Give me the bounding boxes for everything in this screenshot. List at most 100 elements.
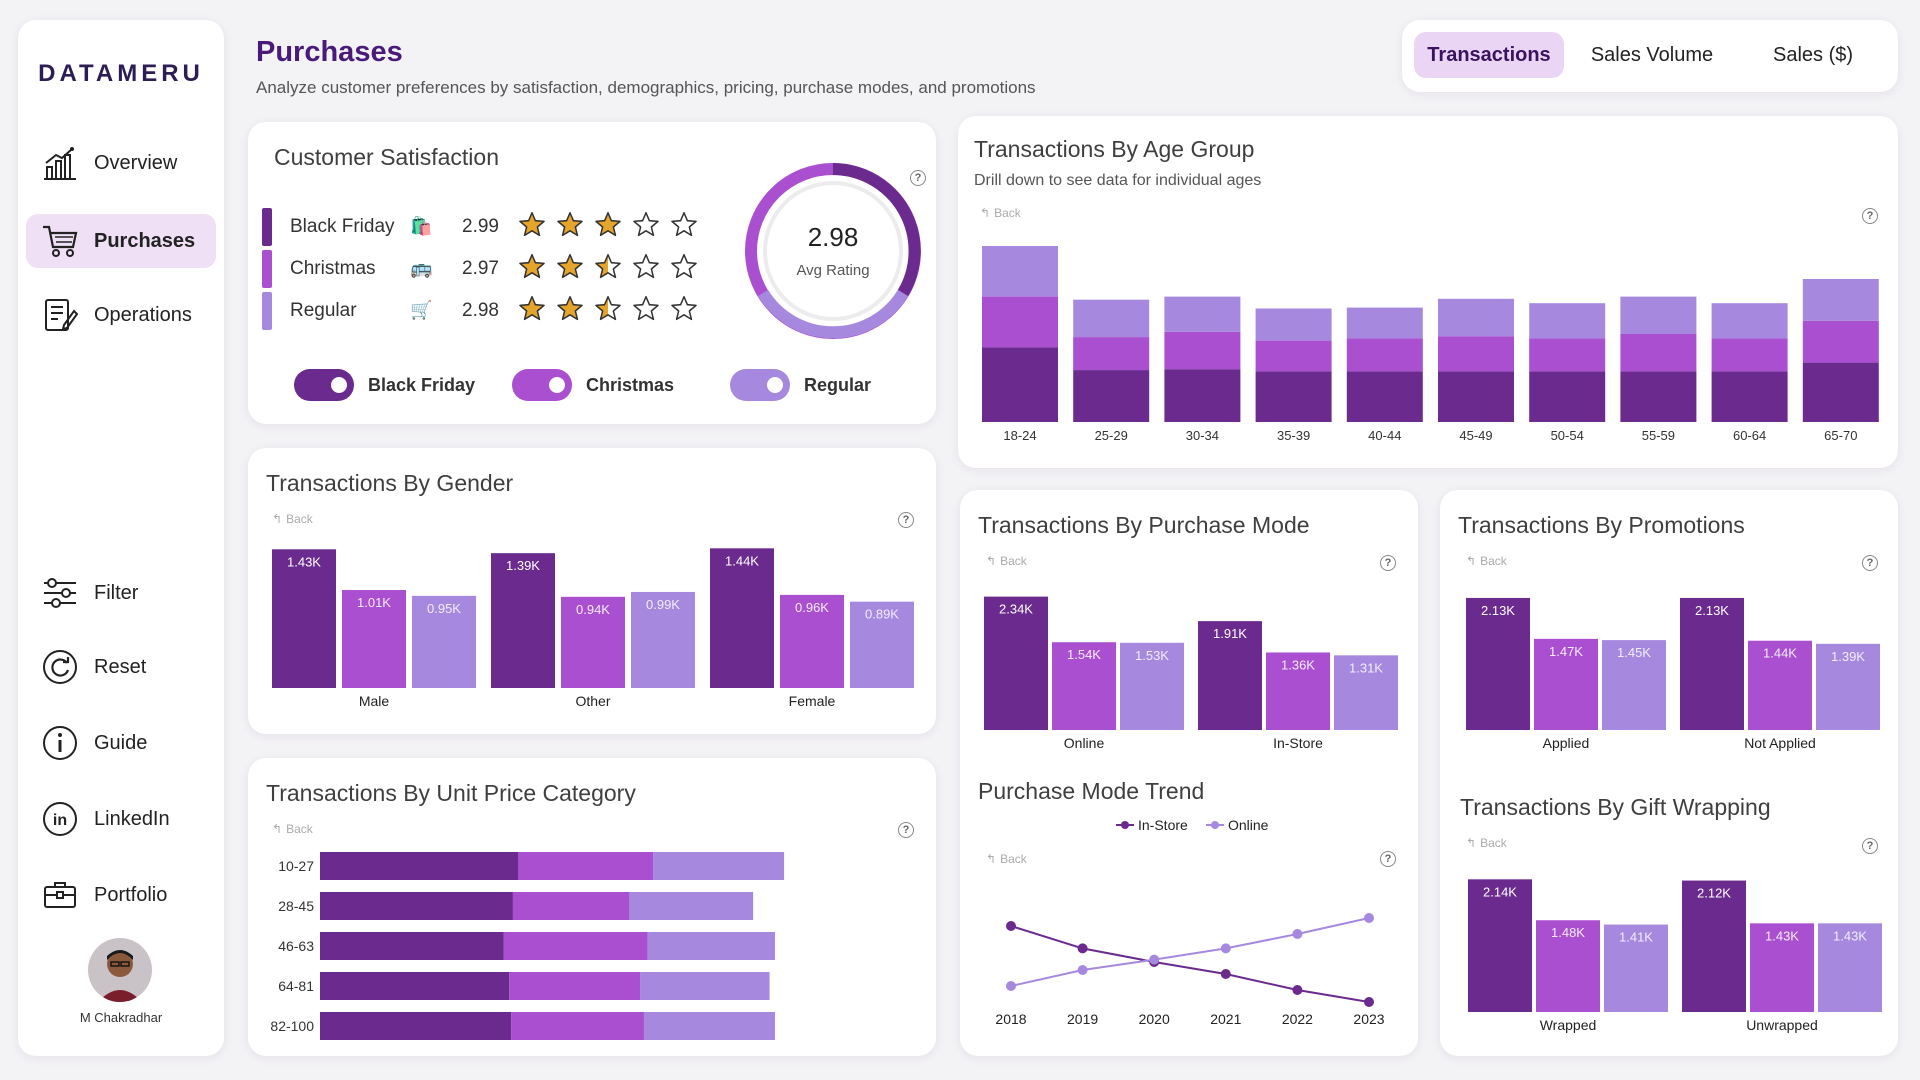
nav-operations-label: Operations — [94, 303, 192, 326]
price-bar-segment — [643, 1012, 775, 1040]
age-bar-segment — [1346, 307, 1423, 339]
promotions-chart: 2.13K 1.47K 1.45K Applied 2.13K 1.44K 1.39K Not… — [1466, 597, 1880, 751]
price-tick-label: 82-100 — [270, 1018, 314, 1034]
star-icon — [557, 295, 583, 321]
mode-data-label: 1.36K — [1281, 657, 1315, 672]
filter-sliders-icon — [38, 571, 82, 615]
age-bar-segment — [1073, 370, 1150, 422]
age-tick-label: 30-34 — [1186, 428, 1219, 443]
price-bar-segment — [509, 972, 641, 1000]
price-bar-segment — [512, 892, 630, 920]
promo-help-icon[interactable]: ? — [1862, 555, 1878, 571]
age-bar-segment — [1073, 299, 1150, 338]
nav-purchases-label: Purchases — [94, 229, 196, 252]
star-icon — [519, 253, 545, 279]
gender-bar — [561, 596, 625, 688]
gender-data-label: 1.43K — [287, 554, 321, 569]
age-bar-segment — [1529, 371, 1606, 422]
gender-bar — [272, 549, 336, 688]
gender-back-button[interactable]: ↰ Back — [272, 512, 313, 526]
star-rating — [518, 211, 698, 239]
unit-price-help-icon[interactable]: ? — [898, 822, 914, 838]
toggle-switch[interactable] — [512, 369, 572, 401]
star-icon — [633, 211, 659, 237]
back-arrow-icon: ↰ — [986, 852, 997, 866]
age-bar-segment — [982, 246, 1058, 297]
promo-bar — [1680, 597, 1744, 730]
tab-sales-volume[interactable]: Sales Volume — [1590, 43, 1714, 66]
nav-overview[interactable]: Overview — [26, 136, 216, 190]
nav-portfolio-label: Portfolio — [94, 883, 168, 906]
gender-help-icon[interactable]: ? — [898, 512, 914, 528]
trend-back-button[interactable]: ↰ Back — [986, 852, 1027, 866]
age-back-button[interactable]: ↰ Back — [980, 206, 1021, 220]
trend-line — [1010, 925, 1370, 1003]
price-bar-segment — [320, 1012, 512, 1040]
nav-guide[interactable]: Guide — [26, 716, 216, 770]
gender-data-label: 0.89K — [865, 607, 899, 622]
gender-data-label: 0.94K — [576, 602, 610, 617]
gender-bar — [780, 594, 844, 688]
avg-rating-gauge — [745, 163, 921, 339]
mode-data-label: 1.54K — [1067, 647, 1101, 662]
gift-back-button[interactable]: ↰ Back — [1466, 836, 1507, 850]
tab-transactions[interactable]: Transactions — [1414, 32, 1564, 78]
satisfaction-value: 2.97 — [462, 258, 499, 279]
age-bar-segment — [1711, 303, 1788, 339]
age-group-title: Transactions By Age Group — [974, 136, 1255, 162]
satisfaction-row-black-friday: Black Friday 🛍️ 2.99 — [262, 208, 722, 246]
promo-bar — [1748, 640, 1812, 730]
gift-help-icon[interactable]: ? — [1862, 838, 1878, 854]
satisfaction-help-icon[interactable]: ? — [910, 170, 926, 186]
toggle-christmas[interactable]: Christmas — [512, 368, 674, 402]
gift-data-label: 2.12K — [1697, 886, 1731, 901]
promo-bar — [1466, 597, 1530, 730]
satisfaction-value: 2.98 — [462, 300, 499, 321]
tab-sales-dollars[interactable]: Sales ($) — [1772, 43, 1854, 66]
trend-point — [1006, 981, 1016, 991]
promo-back-button[interactable]: ↰ Back — [1466, 554, 1507, 568]
nav-operations[interactable]: Operations — [26, 288, 216, 342]
nav-reset[interactable]: Reset — [26, 640, 216, 694]
mode-data-label: 1.31K — [1349, 660, 1383, 675]
nav-overview-label: Overview — [94, 151, 178, 174]
toggle-switch[interactable] — [730, 369, 790, 401]
nav-linkedin[interactable]: in LinkedIn — [26, 792, 216, 846]
nav-purchases[interactable]: Purchases — [26, 214, 216, 268]
app-logo: DATAMERU — [38, 60, 204, 87]
mode-bar — [1198, 621, 1262, 730]
back-arrow-icon: ↰ — [980, 206, 991, 220]
trend-point — [1077, 943, 1088, 954]
gift-category-label: Unwrapped — [1746, 1017, 1818, 1033]
nav-portfolio[interactable]: Portfolio — [26, 868, 216, 922]
bus-icon: 🚌 — [410, 258, 433, 278]
trend-tick-label: 2023 — [1353, 1011, 1384, 1027]
promo-bar — [1602, 640, 1666, 730]
mode-back-button[interactable]: ↰ Back — [986, 554, 1027, 568]
mode-data-label: 1.91K — [1213, 626, 1247, 641]
toggle-regular[interactable]: Regular — [730, 368, 871, 402]
nav-filter[interactable]: Filter — [26, 566, 216, 620]
toggle-black-friday[interactable]: Black Friday — [294, 368, 475, 402]
trend-point — [1292, 929, 1303, 939]
age-tick-label: 45-49 — [1459, 428, 1492, 443]
age-help-icon[interactable]: ? — [1862, 208, 1878, 224]
age-bar-segment — [1620, 296, 1697, 334]
age-bar-segment — [1802, 279, 1879, 321]
toggle-switch[interactable] — [294, 369, 354, 401]
avatar[interactable] — [88, 938, 152, 1002]
page-title: Purchases — [256, 36, 403, 68]
unit-price-back-button[interactable]: ↰ Back — [272, 822, 313, 836]
age-bar-segment — [982, 296, 1058, 348]
mode-help-icon[interactable]: ? — [1380, 555, 1396, 571]
star-rating — [518, 295, 698, 323]
mode-data-label: 1.53K — [1135, 648, 1169, 663]
price-bar-segment — [640, 972, 770, 1000]
briefcase-icon — [38, 873, 82, 917]
satisfaction-name: Christmas — [290, 258, 376, 279]
gender-data-label: 1.39K — [506, 558, 540, 573]
back-label: Back — [994, 206, 1021, 220]
trend-point — [1364, 913, 1374, 923]
age-bar-segment — [1164, 369, 1241, 422]
trend-help-icon[interactable]: ? — [1380, 851, 1396, 867]
